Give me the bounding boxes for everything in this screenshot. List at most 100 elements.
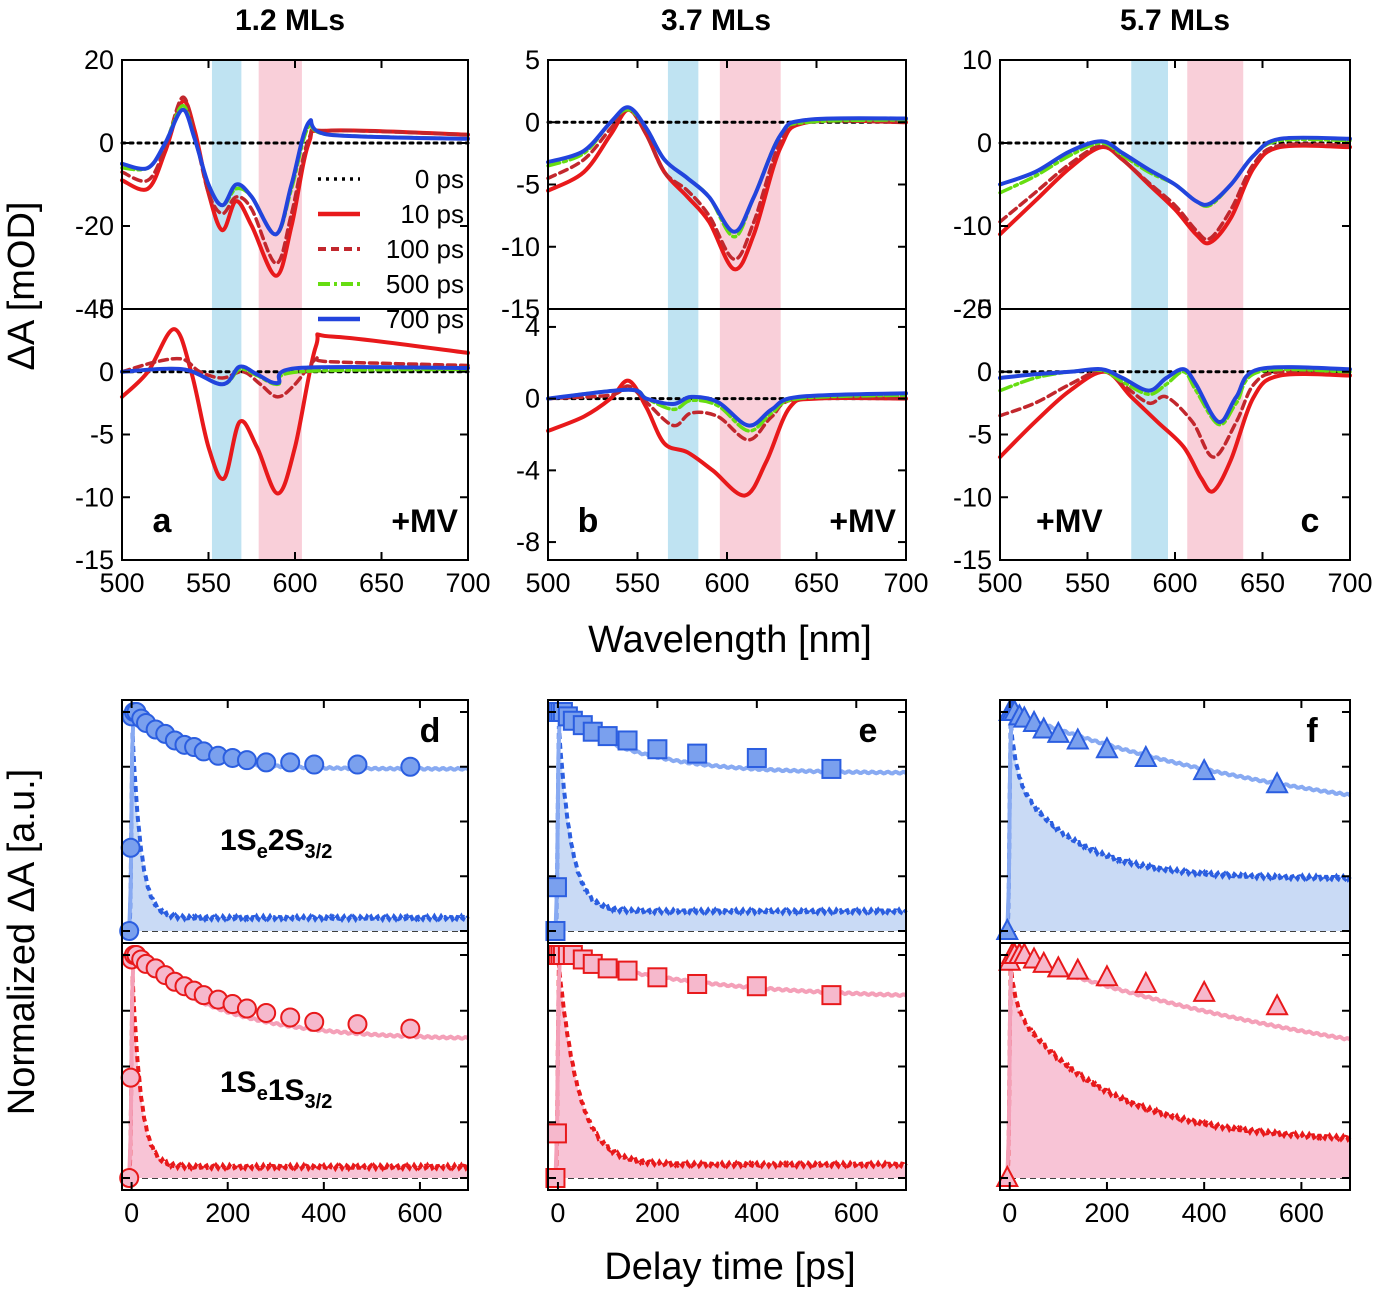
y-tick-label: 10 xyxy=(962,45,992,75)
mv-label: +MV xyxy=(1036,503,1103,539)
series-500-ps xyxy=(998,367,1352,427)
pink-band xyxy=(258,309,302,560)
kinetics-panel-f-lower xyxy=(995,941,1352,1191)
x-tick-label: 400 xyxy=(734,1198,779,1228)
data-marker xyxy=(1192,757,1216,781)
y-tick-label: -15 xyxy=(75,545,114,575)
data-marker xyxy=(597,726,618,747)
x-tick-label: 200 xyxy=(635,1198,680,1228)
mv-label: +MV xyxy=(829,503,896,539)
legend: 0 ps 10 ps 100 ps 500 ps 700 ps xyxy=(318,164,464,334)
data-marker xyxy=(1265,993,1289,1016)
data-marker xyxy=(280,1007,301,1028)
series-700-ps xyxy=(546,105,908,234)
x-tick-label: 650 xyxy=(794,568,839,598)
pink-band xyxy=(1187,309,1244,560)
data-marker xyxy=(617,730,638,751)
y-tick-label: 5 xyxy=(99,294,114,324)
y-tick-label: 0 xyxy=(977,128,992,158)
mv-fill-area xyxy=(556,963,906,1178)
x-tick-label: 600 xyxy=(397,1198,442,1228)
series-700-ps xyxy=(120,107,470,237)
x-tick-label: 200 xyxy=(205,1198,250,1228)
panel-letter-c: c xyxy=(1301,502,1320,540)
data-marker xyxy=(687,973,708,994)
data-marker xyxy=(236,998,257,1019)
y-tick-label: 5 xyxy=(977,294,992,324)
panel-letter-f: f xyxy=(1306,712,1318,750)
label-part: 1S xyxy=(268,1074,305,1107)
x-tick-label: 0 xyxy=(124,1198,139,1228)
data-marker xyxy=(1095,736,1119,759)
data-marker xyxy=(687,743,708,764)
series-100-ps xyxy=(120,356,470,399)
series-10-ps xyxy=(998,369,1352,494)
data-marker xyxy=(617,960,638,981)
x-tick-label: 550 xyxy=(186,568,231,598)
kinetics-panel-f-upper xyxy=(995,698,1352,944)
data-marker xyxy=(304,754,325,775)
pink-band xyxy=(719,60,781,309)
mv-fill-area xyxy=(556,726,906,931)
data-marker xyxy=(256,1002,277,1023)
label-part: 1S xyxy=(220,824,257,857)
spectral-column-b: 5 0 -5 -10 -154 0 -4 -8 500 550 600 650 700 b +MV xyxy=(501,45,929,598)
data-marker xyxy=(400,756,421,777)
subscript: e xyxy=(257,841,268,863)
mv-fill-area xyxy=(1008,964,1350,1178)
legend-label: 10 ps xyxy=(400,199,464,229)
y-tick-label: 20 xyxy=(84,45,114,75)
mv-label: +MV xyxy=(391,503,458,539)
y-tick-label: -5 xyxy=(90,420,114,450)
data-marker xyxy=(821,985,842,1006)
legend-label: 700 ps xyxy=(386,304,464,334)
y-tick-label: 4 xyxy=(525,312,540,342)
series-100-ps xyxy=(998,142,1352,242)
panel-a-upper: 20 0 -20 -40 xyxy=(75,45,470,324)
data-marker xyxy=(304,1011,325,1032)
column-titles: 1.2 MLs 3.7 MLs 5.7 MLs xyxy=(235,4,1230,37)
data-marker xyxy=(1265,771,1289,794)
series-500-ps xyxy=(998,137,1352,209)
data-marker xyxy=(256,752,277,773)
label-part: 2S xyxy=(268,824,305,857)
x-tick-label: 400 xyxy=(1182,1198,1227,1228)
state-label-lower: 1Se1S3/2 xyxy=(220,1066,332,1113)
panel-letter-b: b xyxy=(578,502,599,540)
x-tick-label: 550 xyxy=(1065,568,1110,598)
y-tick-label: -10 xyxy=(501,232,540,262)
legend-label: 0 ps xyxy=(415,164,464,194)
data-marker xyxy=(821,758,842,779)
x-tick-label: 650 xyxy=(1240,568,1285,598)
series-10-ps xyxy=(998,143,1352,246)
y-tick-label: 0 xyxy=(525,384,540,414)
y-tick-label: -40 xyxy=(75,294,114,324)
mv-trace xyxy=(1000,963,1352,1180)
x-tick-label: 700 xyxy=(1327,568,1372,598)
series-10-ps xyxy=(546,378,908,498)
x-tick-label: 600 xyxy=(834,1198,879,1228)
data-marker xyxy=(236,750,257,771)
y-tick-label: -10 xyxy=(953,211,992,241)
y-tick-label: -8 xyxy=(516,527,540,557)
y-tick-label: -20 xyxy=(953,294,992,324)
panel-a-lower: 5 0 -5 -10 -15 xyxy=(75,294,470,575)
data-marker xyxy=(1095,964,1119,987)
x-tick-label: 0 xyxy=(1002,1198,1017,1228)
legend-label: 500 ps xyxy=(386,269,464,299)
y-tick-label: 0 xyxy=(99,357,114,387)
x-tick-label: 550 xyxy=(615,568,660,598)
data-marker xyxy=(995,1164,1019,1187)
data-marker xyxy=(1046,955,1070,978)
kinetics-column-f: 0 200 400 600 f xyxy=(995,698,1352,1228)
x-tick-label: 600 xyxy=(704,568,749,598)
data-marker xyxy=(347,1014,368,1035)
subscript: 3/2 xyxy=(305,841,333,863)
y-axis-title-top: ΔA [mOD] xyxy=(1,202,43,371)
data-marker xyxy=(1134,970,1158,993)
y-tick-label: -5 xyxy=(516,170,540,200)
series-10-ps xyxy=(546,107,908,272)
kinetics-column-d: 0 200 400 600 d xyxy=(119,699,470,1228)
